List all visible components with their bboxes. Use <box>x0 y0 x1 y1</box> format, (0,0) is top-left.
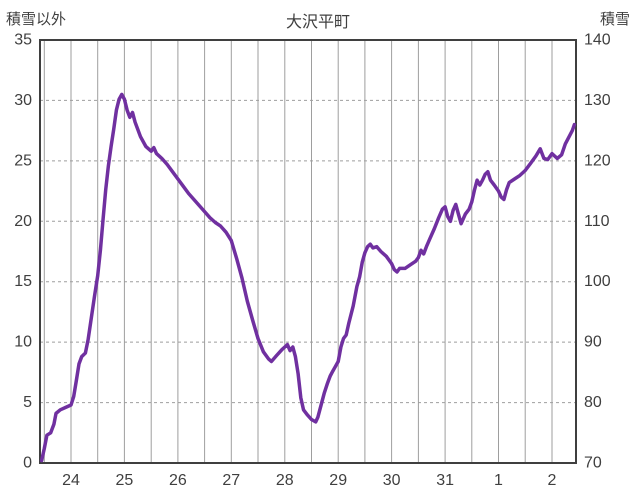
x-tick-label: 31 <box>436 472 454 489</box>
chart-title: 大沢平町 <box>285 14 350 31</box>
left-axis-title: 積雪以外 <box>6 11 67 28</box>
y-left-tick-label: 5 <box>23 394 32 411</box>
y-left-tick-label: 10 <box>14 334 32 351</box>
x-tick-label: 29 <box>329 472 347 489</box>
y-right-tick-label: 90 <box>584 334 602 351</box>
x-tick-label: 26 <box>169 472 187 489</box>
plot-border <box>39 39 577 464</box>
x-tick-label: 25 <box>116 472 134 489</box>
y-left-tick-label: 20 <box>14 213 32 230</box>
y-left-tick-label: 0 <box>23 455 32 472</box>
y-right-tick-label: 110 <box>584 213 610 230</box>
x-tick-label: 27 <box>222 472 240 489</box>
x-tick-label: 1 <box>494 472 503 489</box>
x-tick-label: 30 <box>383 472 401 489</box>
y-right-tick-label: 100 <box>584 273 611 290</box>
y-right-tick-label: 70 <box>584 455 602 472</box>
y-left-tick-label: 15 <box>14 273 32 290</box>
y-left-tick-label: 35 <box>14 32 32 49</box>
data-line <box>39 92 577 463</box>
y-right-tick-label: 80 <box>584 394 602 411</box>
y-left-tick-label: 25 <box>14 152 32 169</box>
x-tick-label: 24 <box>62 472 80 489</box>
y-right-tick-label: 130 <box>584 92 611 109</box>
y-left-tick-label: 30 <box>14 92 32 109</box>
x-tick-label: 2 <box>548 472 557 489</box>
y-right-tick-label: 120 <box>584 152 611 169</box>
right-axis-title: 積雪 <box>599 11 630 28</box>
x-tick-label: 28 <box>276 472 294 489</box>
y-right-tick-label: 140 <box>584 32 611 49</box>
